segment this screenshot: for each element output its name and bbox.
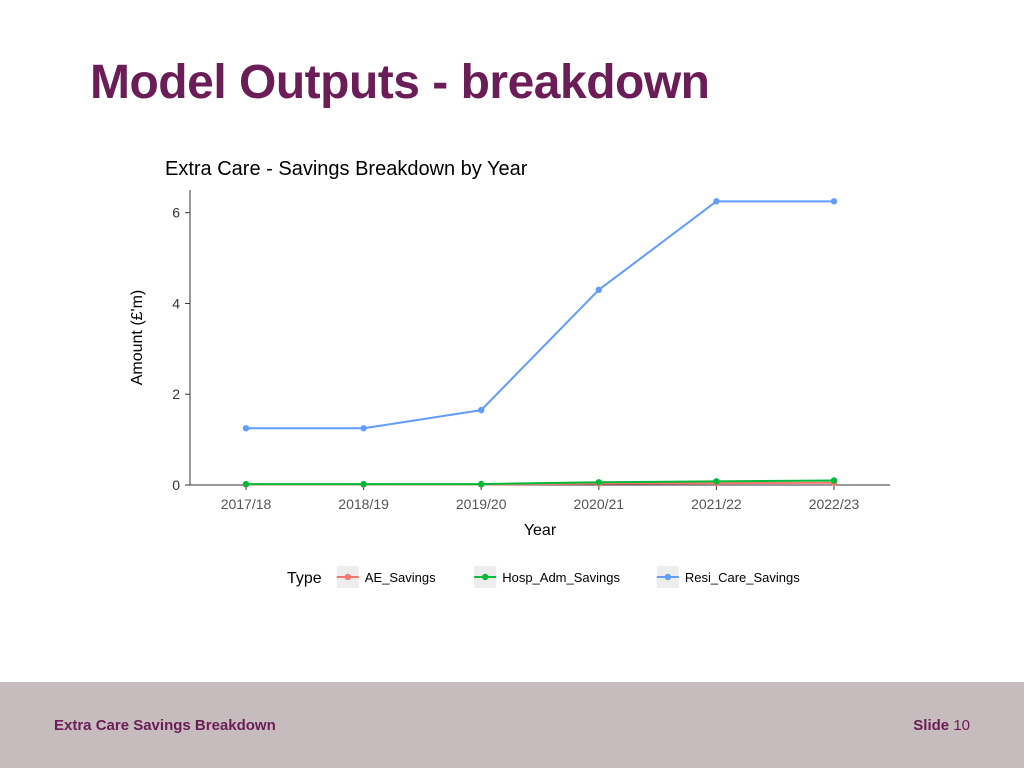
svg-text:Year: Year bbox=[524, 522, 557, 539]
footer-bar: Extra Care Savings Breakdown Slide 10 bbox=[0, 682, 1024, 768]
svg-text:4: 4 bbox=[172, 295, 180, 311]
svg-text:2018/19: 2018/19 bbox=[338, 496, 389, 512]
footer-slide-number: Slide 10 bbox=[913, 717, 970, 734]
svg-text:2020/21: 2020/21 bbox=[573, 496, 624, 512]
svg-text:2017/18: 2017/18 bbox=[221, 496, 272, 512]
svg-text:2: 2 bbox=[172, 386, 180, 402]
svg-text:2022/23: 2022/23 bbox=[809, 496, 860, 512]
svg-text:Type: Type bbox=[287, 570, 322, 587]
svg-text:Hosp_Adm_Savings: Hosp_Adm_Savings bbox=[502, 570, 620, 585]
savings-line-chart: 0 2 4 6 2017/18 2018/19 2019/20 2020/21 2021/22 2… bbox=[120, 175, 910, 635]
svg-text:Resi_Care_Savings: Resi_Care_Savings bbox=[685, 570, 800, 585]
footer-slide-num: 10 bbox=[953, 717, 970, 734]
svg-text:AE_Savings: AE_Savings bbox=[365, 570, 436, 585]
footer-slide-word: Slide bbox=[913, 717, 949, 734]
svg-text:2021/22: 2021/22 bbox=[691, 496, 742, 512]
slide-title: Model Outputs - breakdown bbox=[90, 55, 710, 110]
svg-text:Amount (£'m): Amount (£'m) bbox=[129, 290, 146, 386]
footer-subtitle: Extra Care Savings Breakdown bbox=[54, 717, 276, 734]
svg-text:6: 6 bbox=[172, 205, 180, 221]
svg-text:2019/20: 2019/20 bbox=[456, 496, 507, 512]
svg-text:0: 0 bbox=[172, 477, 180, 493]
